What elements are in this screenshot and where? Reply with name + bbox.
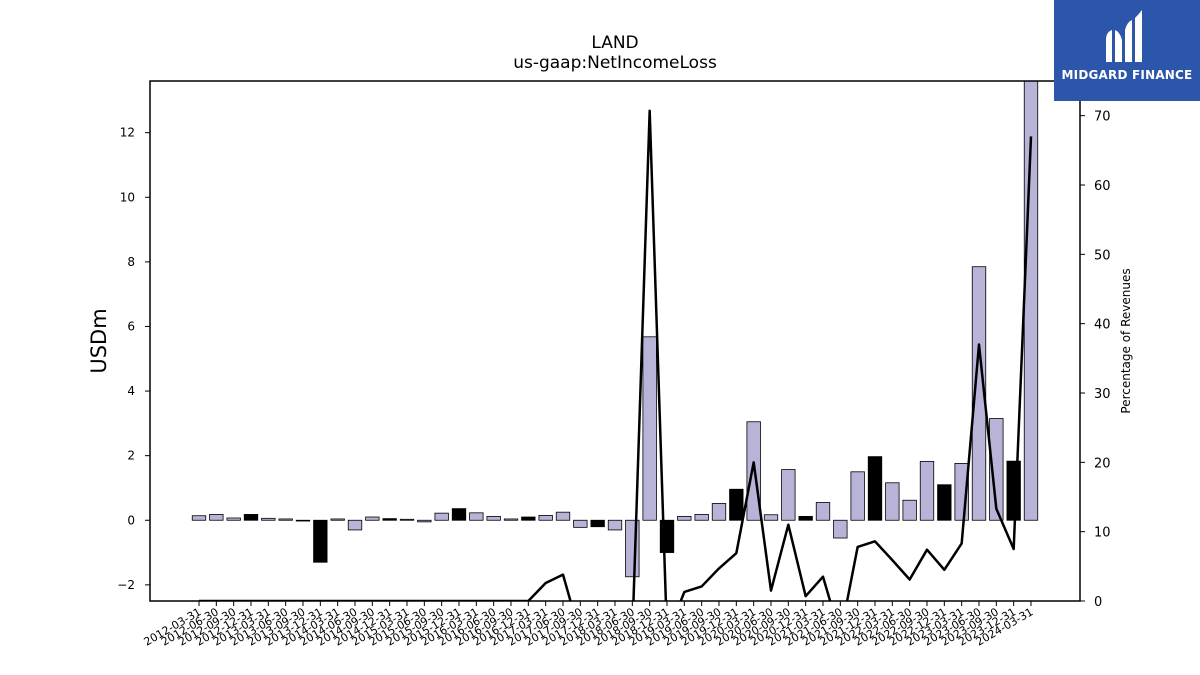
bar-2019-03-31 xyxy=(677,515,692,521)
bar-2023-09-30 xyxy=(989,418,1004,521)
bar-2014-09-30 xyxy=(365,516,380,521)
midgard-finance-logo: MIDGARD FINANCE xyxy=(1054,0,1200,101)
bar-2012-03-31 xyxy=(191,515,207,521)
y-axis-right-label: Percentage of Revenues xyxy=(1119,268,1133,413)
bar-2013-12-31 xyxy=(313,519,328,563)
bar-2018-03-31 xyxy=(607,519,623,531)
bar-2013-09-30 xyxy=(295,519,311,522)
bar-2017-06-30 xyxy=(555,511,571,521)
axes-group: −20246810120102030405060702012-03-312012… xyxy=(117,80,1111,649)
y-right-tick-label: 20 xyxy=(1094,456,1111,471)
bar-2022-06-30 xyxy=(902,499,917,521)
bar-2013-06-30 xyxy=(278,518,293,521)
y-tick-label: 10 xyxy=(120,190,135,204)
bar-2012-09-30 xyxy=(226,517,241,521)
bar-2015-12-31 xyxy=(451,508,467,521)
y-tick-label: 0 xyxy=(127,513,135,527)
bar-2022-12-31 xyxy=(937,484,952,521)
bar-2021-09-30 xyxy=(850,471,865,521)
bar-2019-12-31 xyxy=(729,488,744,521)
logo-icon xyxy=(1106,10,1142,62)
bar-2017-03-31 xyxy=(538,515,553,521)
bar-2018-09-30 xyxy=(642,336,657,521)
y-right-tick-label: 60 xyxy=(1094,179,1111,194)
y-right-tick-label: 40 xyxy=(1094,318,1111,333)
bar-2021-03-31 xyxy=(815,502,831,521)
bar-2012-06-30 xyxy=(209,514,224,521)
bar-2019-09-30 xyxy=(711,503,727,521)
bar-2013-03-31 xyxy=(261,517,276,521)
bar-2020-09-30 xyxy=(781,469,796,521)
bar-2015-03-31 xyxy=(399,518,415,521)
line-group xyxy=(199,109,1033,601)
y-right-tick-label: 70 xyxy=(1094,110,1111,125)
bar-2017-12-31 xyxy=(590,519,605,528)
y-tick-label: 8 xyxy=(127,255,135,269)
chart-subtitle: us-gaap:NetIncomeLoss xyxy=(513,53,717,73)
bar-2021-12-31 xyxy=(867,456,883,521)
logo-text: MIDGARD FINANCE xyxy=(1061,68,1193,82)
y-right-tick-label: 10 xyxy=(1094,526,1111,541)
bar-2015-09-30 xyxy=(434,512,449,521)
bar-2012-12-31 xyxy=(243,514,259,521)
bar-2016-12-31 xyxy=(521,516,536,521)
y-tick-label: 12 xyxy=(120,126,135,140)
y-tick-label: 6 xyxy=(127,319,135,333)
bar-2023-06-30 xyxy=(971,266,987,521)
bar-2015-06-30 xyxy=(417,519,432,523)
bar-2022-09-30 xyxy=(919,461,935,521)
bar-2022-03-31 xyxy=(885,482,900,521)
bar-2016-09-30 xyxy=(503,518,519,521)
bar-2014-06-30 xyxy=(347,519,363,531)
bar-2016-06-30 xyxy=(486,515,501,521)
y-tick-label: 2 xyxy=(127,449,135,463)
y-axis-label: USDm xyxy=(87,308,111,373)
y-tick-label: 4 xyxy=(127,384,135,398)
bar-2020-12-31 xyxy=(798,515,813,521)
bar-2014-12-31 xyxy=(382,518,397,521)
bar-2016-03-31 xyxy=(469,512,484,521)
bar-2023-12-31 xyxy=(1006,460,1021,521)
bar-2021-06-30 xyxy=(833,519,848,539)
bar-2020-06-30 xyxy=(763,514,779,521)
bar-2019-06-30 xyxy=(694,514,709,521)
bar-2014-03-31 xyxy=(330,518,345,521)
y-right-tick-label: 50 xyxy=(1094,248,1111,263)
y-right-tick-label: 30 xyxy=(1094,387,1111,402)
chart-title: LAND xyxy=(591,33,638,53)
bars-group xyxy=(191,80,1039,578)
line-percentage-of-revenues xyxy=(199,109,1033,601)
bar-2017-09-30 xyxy=(573,519,588,528)
y-tick-label: −2 xyxy=(117,578,135,592)
y-right-tick-label: 0 xyxy=(1094,595,1102,610)
